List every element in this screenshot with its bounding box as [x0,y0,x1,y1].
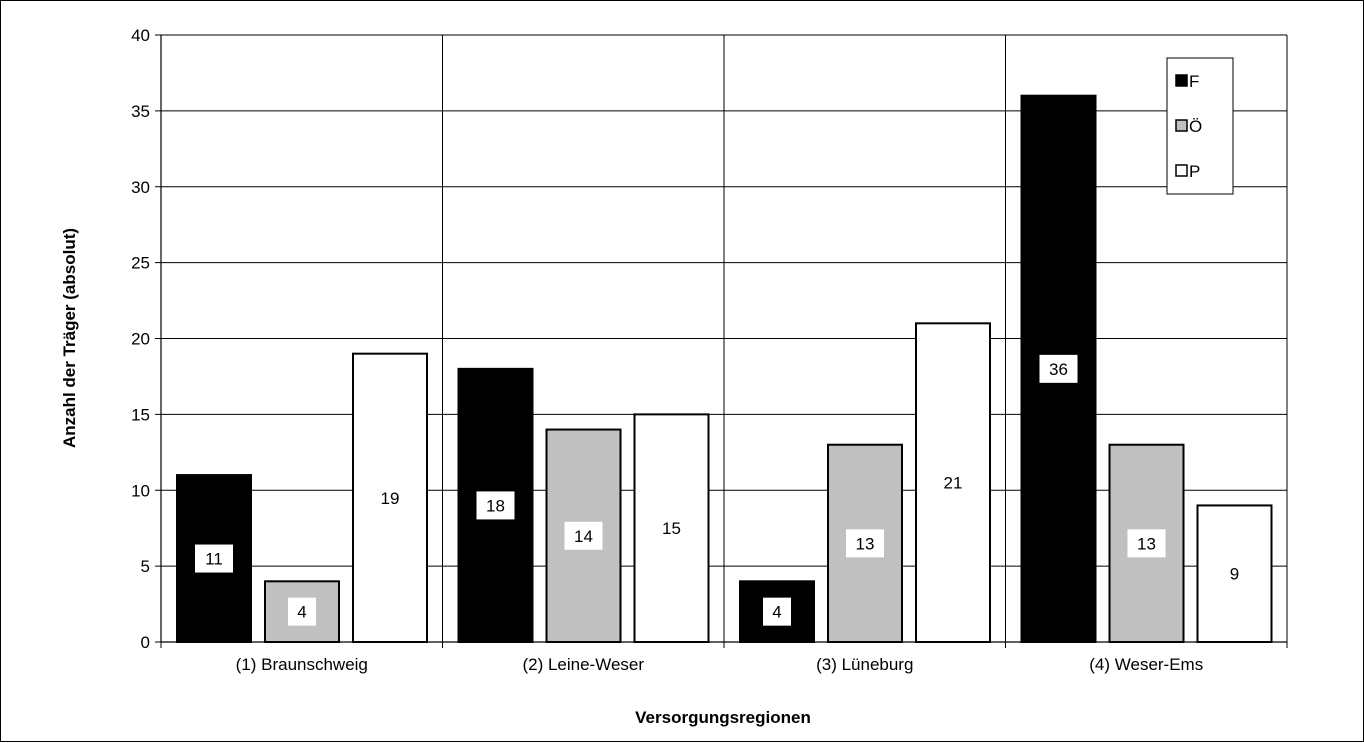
y-tick-label: 40 [131,26,150,45]
y-tick-label: 0 [141,633,150,652]
legend-swatch-f [1175,74,1188,87]
data-label: 13 [856,534,875,553]
y-tick-label: 25 [131,254,150,273]
y-axis-title: Anzahl der Träger (absolut) [60,228,79,448]
x-tick-label: (2) Leine-Weser [522,655,644,674]
y-tick-label: 35 [131,102,150,121]
x-tick-labels: (1) Braunschweig (2) Leine-Weser (3) Lüneb… [236,655,1204,674]
data-label: 15 [662,519,681,538]
gridlines [161,34,1288,642]
x-tick-label: (1) Braunschweig [236,655,368,674]
legend-label: Ö [1189,117,1202,136]
data-label-box [763,597,791,626]
legend-swatch-p [1175,164,1188,177]
x-tick-label: (4) Weser-Ems [1089,655,1203,674]
data-label: 4 [772,603,781,622]
bar-p [352,352,428,643]
legend-label: F [1189,72,1199,91]
legend-swatch-ö [1175,119,1188,132]
data-label-box [195,544,233,573]
data-label-box [564,521,603,550]
data-label: 13 [1137,534,1156,553]
data-label-box [1127,529,1166,558]
data-label: 9 [1230,565,1239,584]
data-labels: 11 18 4 36 4 14 13 13 19 15 21 9 [195,354,1239,626]
y-tick-label: 10 [131,481,150,500]
bar-p [1196,504,1273,643]
y-tick-labels: 0 5 10 15 20 25 30 35 40 [131,26,150,652]
bar-p [633,413,710,643]
data-label-box [476,491,515,520]
y-tick-label: 15 [131,405,150,424]
data-label: 14 [574,527,593,546]
data-label: 18 [486,496,505,515]
legend: F Ö P [1166,57,1234,195]
data-label: 4 [297,603,306,622]
bar-p [915,322,991,643]
y-tick-label: 20 [131,330,150,349]
data-label-box [288,597,316,626]
data-label: 11 [205,550,223,569]
data-label: 36 [1049,360,1068,379]
x-axis-title: Versorgungsregionen [635,708,811,727]
axes [155,34,1288,648]
data-label-box [846,529,884,558]
bars [176,94,1273,644]
data-label: 19 [381,489,400,508]
x-tick-label: (3) Lüneburg [816,655,913,674]
y-tick-label: 5 [141,557,150,576]
legend-label: P [1189,162,1200,181]
data-label: 21 [944,474,963,493]
y-tick-label: 30 [131,178,150,197]
data-label-box [1039,354,1078,383]
